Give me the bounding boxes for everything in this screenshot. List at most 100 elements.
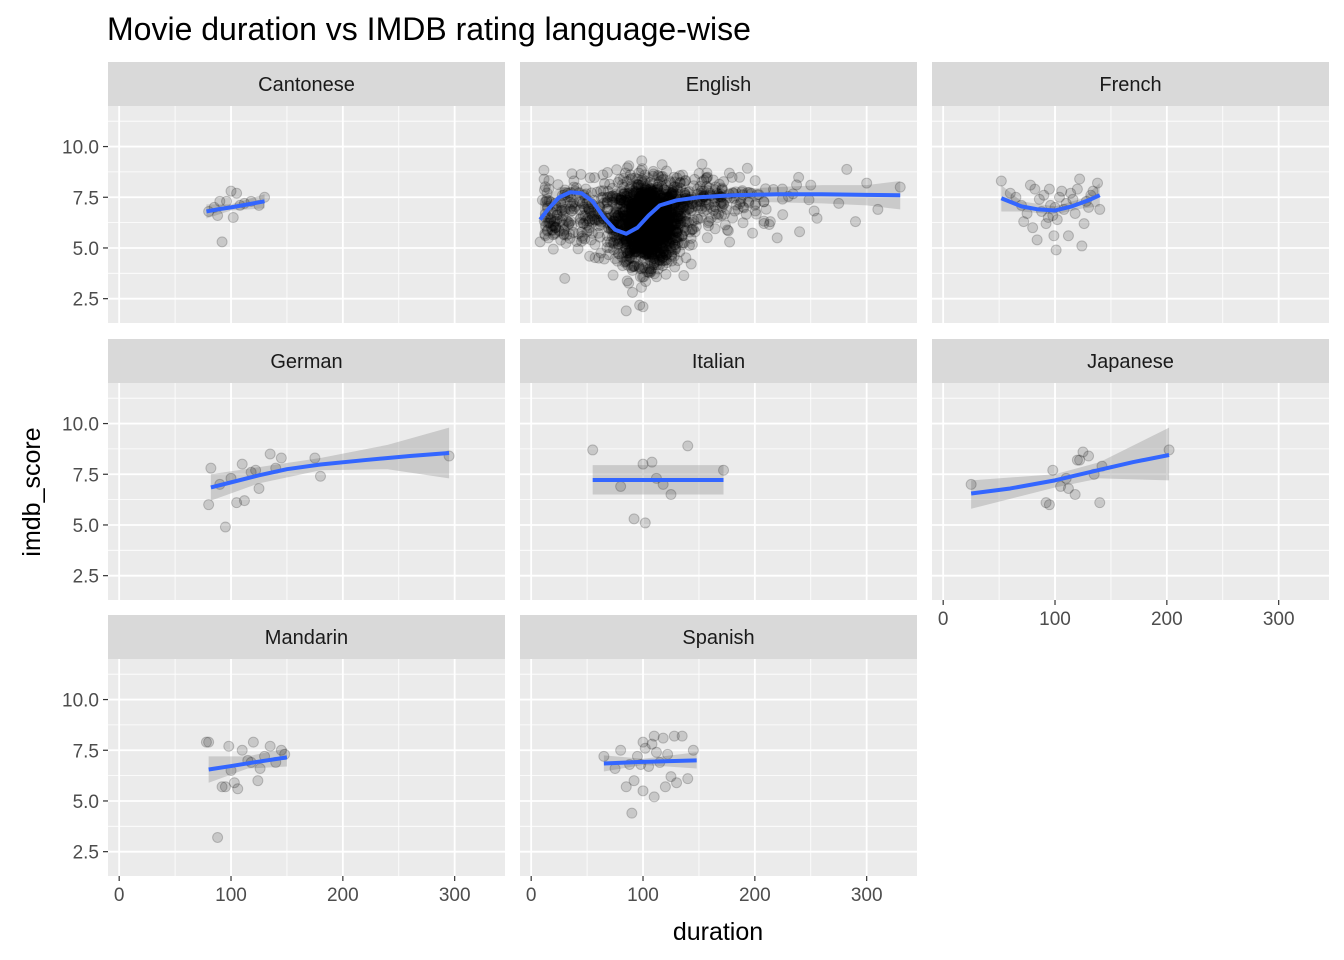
data-point bbox=[628, 242, 640, 254]
data-point bbox=[639, 200, 651, 212]
data-point bbox=[623, 217, 635, 229]
data-point bbox=[626, 201, 638, 213]
data-point bbox=[644, 189, 656, 201]
data-point bbox=[635, 281, 647, 293]
data-point bbox=[659, 216, 671, 228]
data-point bbox=[637, 196, 649, 208]
data-point bbox=[551, 204, 563, 216]
facet-grid: Cantonese 2.5 5.0 7.5 10.0 English French Germa… bbox=[62, 62, 1329, 906]
data-point bbox=[656, 188, 668, 200]
data-point bbox=[648, 259, 660, 271]
data-point bbox=[661, 209, 673, 221]
data-point bbox=[641, 191, 653, 203]
data-point bbox=[629, 214, 641, 226]
data-point bbox=[635, 165, 647, 177]
data-point bbox=[666, 249, 678, 261]
data-point bbox=[670, 232, 682, 244]
data-point bbox=[653, 210, 665, 222]
data-point bbox=[601, 192, 613, 204]
data-point bbox=[637, 243, 649, 255]
data-point bbox=[657, 251, 669, 263]
data-point bbox=[656, 212, 668, 224]
data-point bbox=[668, 215, 680, 227]
data-point bbox=[718, 464, 730, 476]
data-point bbox=[652, 183, 664, 195]
data-point bbox=[623, 244, 635, 256]
data-point bbox=[647, 225, 659, 237]
data-point bbox=[654, 234, 666, 246]
data-point bbox=[666, 233, 678, 245]
data-point bbox=[722, 225, 734, 237]
data-point bbox=[640, 200, 652, 212]
data-point bbox=[649, 191, 661, 203]
data-point bbox=[673, 204, 685, 216]
x-tick-label: 200 bbox=[1151, 609, 1183, 630]
data-point bbox=[805, 179, 817, 191]
data-point bbox=[615, 194, 627, 206]
data-point bbox=[665, 244, 677, 256]
data-point bbox=[655, 214, 667, 226]
data-point bbox=[663, 222, 675, 234]
data-point bbox=[636, 192, 648, 204]
data-point bbox=[647, 170, 659, 182]
data-point bbox=[628, 203, 640, 215]
data-point bbox=[656, 232, 668, 244]
data-point bbox=[654, 224, 666, 236]
data-point bbox=[650, 219, 662, 231]
data-point bbox=[677, 202, 689, 214]
data-point bbox=[232, 783, 244, 795]
data-point bbox=[610, 192, 622, 204]
data-point bbox=[648, 194, 660, 206]
data-point bbox=[649, 190, 661, 202]
data-point bbox=[622, 247, 634, 259]
data-point bbox=[674, 210, 686, 222]
data-point bbox=[629, 240, 641, 252]
data-point bbox=[608, 244, 620, 256]
data-point bbox=[648, 213, 660, 225]
data-point bbox=[639, 241, 651, 253]
data-point bbox=[643, 250, 655, 262]
data-point bbox=[643, 237, 655, 249]
data-point bbox=[655, 237, 667, 249]
data-point bbox=[604, 242, 616, 254]
data-point bbox=[660, 268, 672, 280]
data-point bbox=[655, 233, 667, 245]
data-point bbox=[683, 202, 695, 214]
data-point bbox=[644, 187, 656, 199]
data-point bbox=[625, 236, 637, 248]
data-point bbox=[664, 213, 676, 225]
data-point bbox=[628, 214, 640, 226]
data-point bbox=[615, 194, 627, 206]
data-point bbox=[667, 186, 679, 198]
data-point bbox=[668, 218, 680, 230]
data-point bbox=[644, 233, 656, 245]
data-point bbox=[662, 208, 674, 220]
data-point bbox=[601, 203, 613, 215]
data-point bbox=[672, 206, 684, 218]
facet-french: French bbox=[932, 62, 1329, 323]
data-point bbox=[643, 222, 655, 234]
x-tick-label: 0 bbox=[114, 885, 125, 906]
data-point bbox=[1027, 222, 1039, 234]
data-point bbox=[227, 212, 239, 224]
data-point bbox=[642, 197, 654, 209]
data-point bbox=[624, 245, 636, 257]
data-point bbox=[647, 232, 659, 244]
data-point bbox=[221, 195, 233, 207]
data-point bbox=[637, 271, 649, 283]
data-point bbox=[225, 185, 237, 197]
facet-cantonese: Cantonese 2.5 5.0 7.5 10.0 bbox=[62, 62, 505, 323]
data-point bbox=[598, 750, 610, 762]
data-point bbox=[583, 203, 595, 215]
data-point bbox=[645, 255, 657, 267]
data-point bbox=[626, 215, 638, 227]
data-point bbox=[309, 452, 321, 464]
data-point bbox=[641, 248, 653, 260]
data-point bbox=[651, 233, 663, 245]
data-point bbox=[633, 209, 645, 221]
data-point bbox=[690, 220, 702, 232]
data-point bbox=[624, 190, 636, 202]
data-point bbox=[640, 247, 652, 259]
data-point bbox=[637, 736, 649, 748]
data-point bbox=[638, 198, 650, 210]
